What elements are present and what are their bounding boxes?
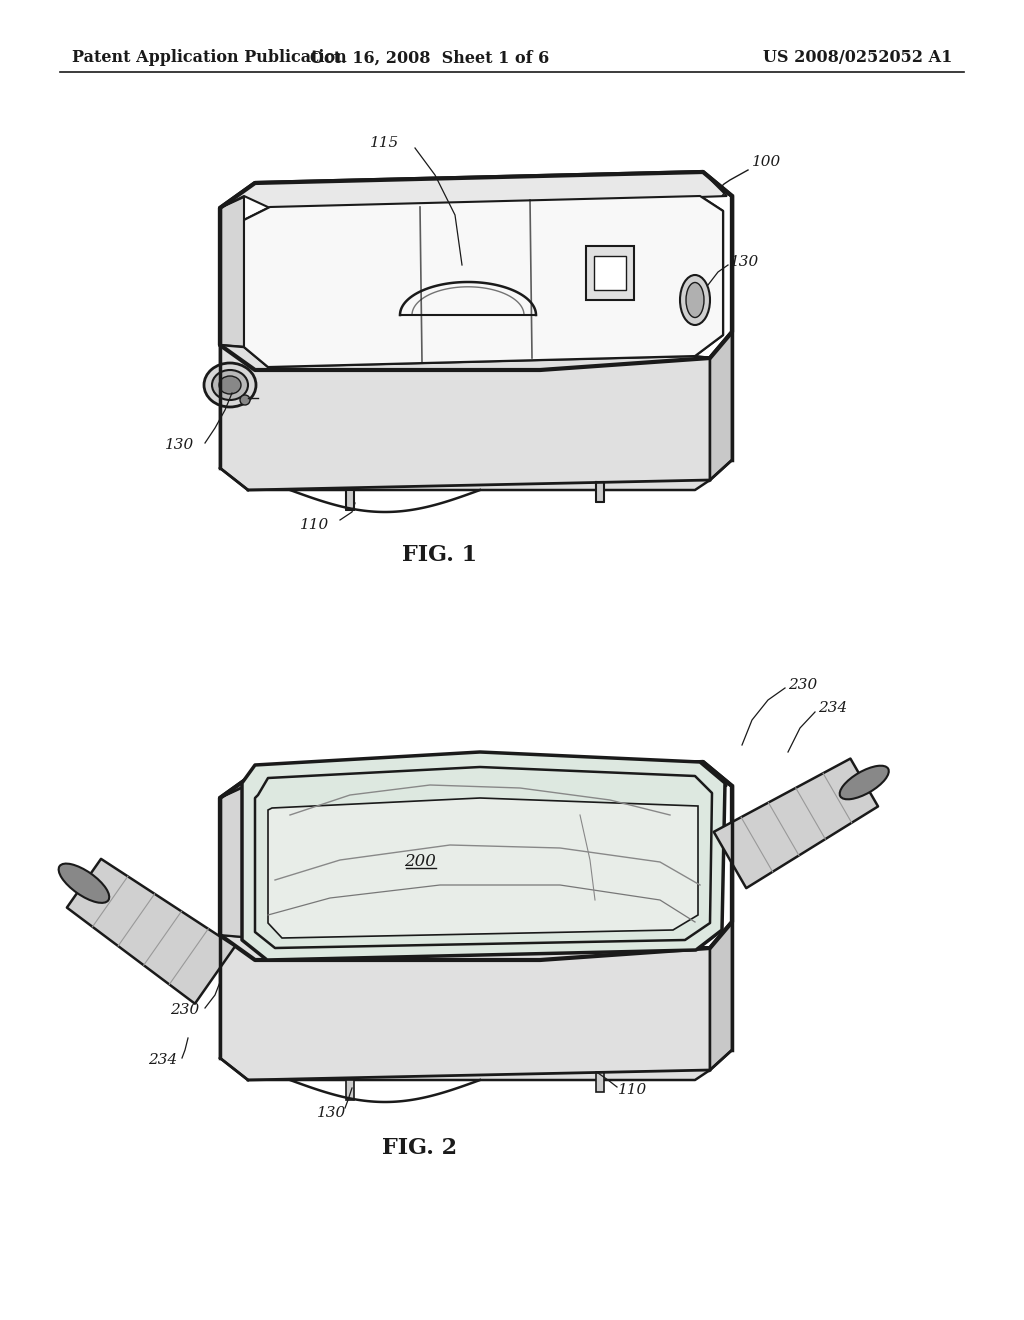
Text: FIG. 2: FIG. 2	[382, 1137, 458, 1159]
Text: 130: 130	[317, 1106, 347, 1119]
Bar	[596, 482, 604, 502]
Text: 234: 234	[148, 1053, 177, 1067]
Ellipse shape	[212, 370, 248, 400]
Text: 130: 130	[730, 255, 759, 269]
Ellipse shape	[686, 282, 705, 318]
Text: 100: 100	[752, 154, 781, 169]
Polygon shape	[268, 799, 698, 939]
Text: 110: 110	[618, 1082, 647, 1097]
Bar	[596, 1072, 604, 1092]
Text: US 2008/0252052 A1: US 2008/0252052 A1	[763, 49, 952, 66]
Text: 230: 230	[170, 1003, 200, 1016]
Polygon shape	[244, 195, 723, 367]
Text: 115: 115	[371, 136, 399, 150]
Polygon shape	[220, 172, 732, 370]
Ellipse shape	[219, 376, 241, 393]
Bar	[346, 1080, 354, 1100]
Text: 234: 234	[818, 701, 847, 715]
Ellipse shape	[840, 766, 889, 800]
Text: 110: 110	[300, 517, 330, 532]
Bar	[346, 490, 354, 510]
Polygon shape	[220, 172, 727, 209]
Polygon shape	[220, 197, 244, 347]
Ellipse shape	[204, 363, 256, 407]
Text: FIG. 1: FIG. 1	[402, 544, 477, 566]
Polygon shape	[242, 752, 725, 960]
Polygon shape	[220, 762, 727, 799]
Ellipse shape	[58, 863, 110, 903]
Text: 200: 200	[404, 854, 436, 870]
Polygon shape	[220, 787, 244, 937]
Polygon shape	[220, 345, 710, 490]
Text: Patent Application Publication: Patent Application Publication	[72, 49, 347, 66]
Circle shape	[240, 395, 250, 405]
Ellipse shape	[680, 275, 710, 325]
Polygon shape	[594, 256, 626, 290]
Polygon shape	[244, 195, 723, 367]
Polygon shape	[714, 759, 878, 888]
Text: 130: 130	[165, 438, 195, 451]
Polygon shape	[710, 333, 732, 480]
Text: Oct. 16, 2008  Sheet 1 of 6: Oct. 16, 2008 Sheet 1 of 6	[310, 49, 550, 66]
Polygon shape	[67, 859, 236, 1003]
Text: 230: 230	[788, 678, 817, 692]
Polygon shape	[710, 921, 732, 1071]
Polygon shape	[586, 246, 634, 300]
Polygon shape	[220, 762, 732, 960]
Polygon shape	[220, 935, 710, 1080]
